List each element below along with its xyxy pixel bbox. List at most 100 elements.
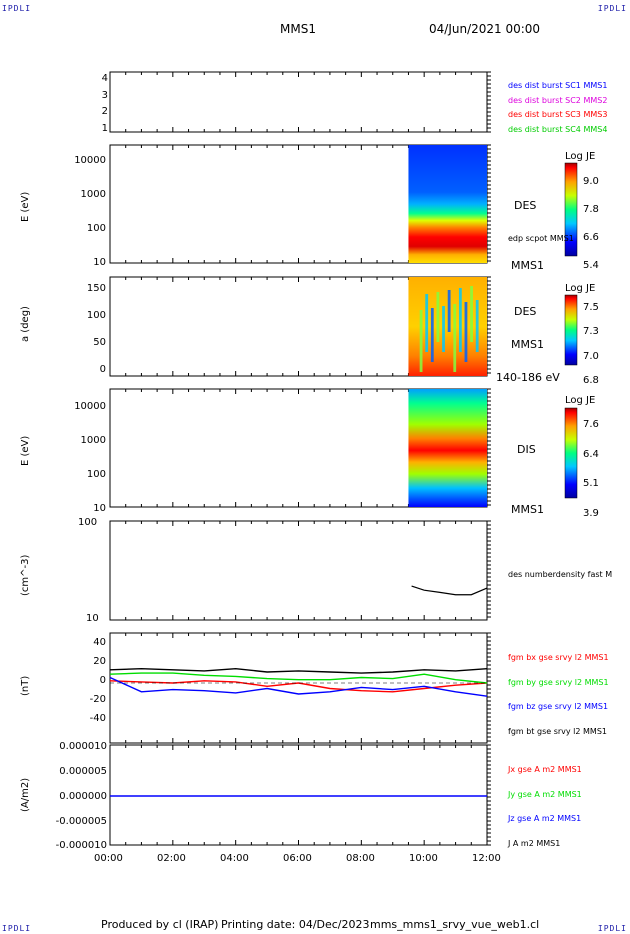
colorbar bbox=[564, 407, 578, 499]
tick-label: 1000 bbox=[80, 435, 106, 446]
panel-label: MMS1 bbox=[511, 338, 544, 351]
colorbar bbox=[564, 162, 578, 257]
colorbar-tick: 6.6 bbox=[583, 232, 599, 243]
logo-text: IPDLI bbox=[597, 4, 627, 13]
colorbar-title: Log JE bbox=[565, 395, 596, 406]
colorbar-tick: 5.1 bbox=[583, 478, 599, 489]
tick-label: 100 bbox=[78, 517, 98, 528]
legend-entry: des dist burst SC4 MMS4 bbox=[508, 124, 608, 134]
tick-label: 0.000010 bbox=[59, 741, 107, 752]
panel-frame bbox=[109, 71, 488, 133]
x-tick-label: 10:00 bbox=[409, 853, 438, 864]
tick-label: -0.000010 bbox=[55, 840, 107, 851]
colorbar-title: Log JE bbox=[565, 151, 596, 162]
tick-label: 40 bbox=[93, 637, 106, 648]
x-tick-label: 12:00 bbox=[472, 853, 501, 864]
x-tick-label: 02:00 bbox=[157, 853, 186, 864]
tick-label: 150 bbox=[86, 283, 106, 294]
des-energy-spectrogram bbox=[408, 145, 487, 263]
panel-frame bbox=[109, 744, 488, 846]
tick-label: 1 bbox=[101, 122, 108, 134]
tick-label: 50 bbox=[93, 337, 106, 348]
spacecraft-title: MMS1 bbox=[280, 22, 316, 36]
legend-entry: fgm bt gse srvy l2 MMS1 bbox=[508, 726, 607, 736]
panel-label: DES bbox=[514, 305, 537, 318]
colorbar-tick: 7.8 bbox=[583, 204, 599, 215]
colorbar bbox=[564, 294, 578, 366]
colorbar-title: Log JE bbox=[565, 283, 596, 294]
panel-label: DIS bbox=[517, 443, 536, 456]
logo-text: IPDLI bbox=[2, 924, 32, 933]
colorbar-tick: 6.8 bbox=[583, 374, 599, 386]
tick-label: 3 bbox=[101, 89, 108, 101]
logo-text: IPDLI bbox=[597, 924, 627, 933]
colorbar-tick: 7.5 bbox=[583, 302, 599, 313]
tick-label: 10 bbox=[86, 613, 99, 624]
tick-label: 10000 bbox=[74, 155, 106, 166]
legend-entry: des numberdensity fast M bbox=[508, 570, 613, 579]
legend-entry: J A m2 MMS1 bbox=[508, 838, 561, 848]
tick-label: 1000 bbox=[80, 189, 106, 200]
y-axis-label: E (eV) bbox=[20, 191, 31, 222]
colorbar-tick: 5.4 bbox=[583, 260, 599, 271]
logo-text: IPDLI bbox=[2, 4, 32, 13]
legend-entry: Jz gse A m2 MMS1 bbox=[508, 814, 582, 823]
panel-label: DES bbox=[514, 199, 537, 212]
bfield-series-line bbox=[109, 667, 488, 674]
tick-label: 0 bbox=[99, 364, 106, 375]
tick-label: 0.000005 bbox=[59, 766, 107, 777]
tick-label: 100 bbox=[86, 469, 106, 480]
x-tick-label: 06:00 bbox=[283, 853, 312, 864]
tick-label: -20 bbox=[89, 694, 106, 705]
bfield-series-line bbox=[109, 672, 488, 684]
footer-produced: Produced by cl (IRAP) bbox=[101, 918, 219, 931]
colorbar-tick: 7.0 bbox=[583, 350, 599, 362]
colorbar-tick: 6.4 bbox=[583, 448, 599, 460]
y-axis-label: a (deg) bbox=[20, 306, 31, 342]
tick-label: 0 bbox=[99, 675, 106, 686]
tick-label: 10000 bbox=[74, 401, 106, 412]
bfield-series-line bbox=[109, 676, 488, 697]
legend-entry: des dist burst SC3 MMS3 bbox=[508, 110, 608, 119]
x-tick-label: 00:00 bbox=[94, 853, 123, 864]
tick-label: -0.000005 bbox=[55, 816, 107, 827]
tick-label: 100 bbox=[86, 310, 106, 321]
dis-energy-spectrogram bbox=[408, 389, 487, 507]
pitch-stripe bbox=[475, 300, 479, 352]
legend-entry: fgm by gse srvy l2 MMS1 bbox=[508, 677, 609, 687]
panel-frame bbox=[109, 520, 488, 621]
footer-printing-date: Printing date: 04/Dec/2023 bbox=[221, 918, 370, 931]
legend-entry: Jx gse A m2 MMS1 bbox=[508, 765, 582, 774]
pitch-stripe bbox=[458, 288, 462, 352]
colorbar-tick: 3.9 bbox=[583, 507, 599, 519]
pitch-stripe bbox=[430, 308, 434, 362]
date-title: 04/Jun/2021 00:00 bbox=[429, 22, 541, 36]
pitch-stripe bbox=[419, 310, 423, 372]
tick-label: 0.000000 bbox=[59, 791, 107, 802]
legend-entry: fgm bx gse srvy l2 MMS1 bbox=[508, 653, 609, 662]
tick-label: 20 bbox=[93, 656, 106, 667]
tick-label: -40 bbox=[89, 713, 106, 724]
tick-label: 100 bbox=[86, 223, 106, 234]
colorbar-tick: 9.0 bbox=[583, 176, 599, 187]
panel-label: MMS1 bbox=[511, 259, 544, 272]
footer-filename: mms_mms1_srvy_vue_web1.cl bbox=[370, 918, 540, 931]
pitch-stripe bbox=[436, 292, 440, 342]
legend-entry: des dist burst SC2 MMS2 bbox=[508, 95, 608, 105]
pitch-stripe bbox=[470, 286, 473, 342]
panel-label: 140-186 eV bbox=[496, 371, 560, 384]
pitch-stripe bbox=[464, 302, 468, 362]
panel-label: edp scpot MMS1 bbox=[508, 234, 574, 243]
y-axis-label: (nT) bbox=[20, 675, 31, 696]
colorbar-tick: 7.6 bbox=[583, 419, 599, 430]
tick-label: 2 bbox=[101, 106, 108, 117]
tick-label: 10 bbox=[93, 503, 106, 514]
legend-entry: des dist burst SC1 MMS1 bbox=[508, 81, 608, 90]
y-axis-label: (A/m2) bbox=[20, 777, 31, 812]
pitch-stripe bbox=[453, 304, 457, 372]
legend-entry: Jy gse A m2 MMS1 bbox=[508, 789, 582, 799]
panel-label: MMS1 bbox=[511, 503, 544, 516]
y-axis-label: E (eV) bbox=[20, 435, 31, 466]
legend-entry: fgm bz gse srvy l2 MMS1 bbox=[508, 702, 609, 711]
